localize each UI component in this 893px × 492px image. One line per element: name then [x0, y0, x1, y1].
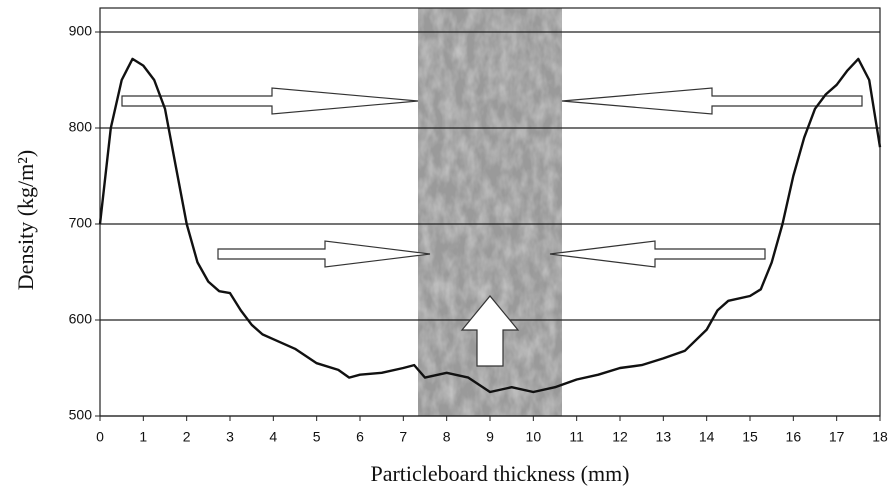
x-tick-label: 0 [96, 429, 104, 445]
y-tick-label: 800 [69, 119, 93, 135]
density-line [98, 57, 882, 394]
x-tick-label: 16 [786, 429, 802, 445]
x-axis-label: Particleboard thickness (mm) [370, 461, 629, 486]
arrows [121, 87, 863, 367]
y-tick-label: 900 [69, 23, 93, 39]
x-tick-label: 3 [226, 429, 234, 445]
texture-band [418, 8, 562, 416]
x-tick-label: 2 [183, 429, 191, 445]
x-tick-label: 13 [656, 429, 672, 445]
x-tick-label: 17 [829, 429, 845, 445]
y-tick-label: 500 [69, 407, 93, 423]
x-tick-label: 18 [872, 429, 888, 445]
y-tick-label: 700 [69, 215, 93, 231]
x-tick-label: 5 [313, 429, 321, 445]
x-tick-label: 4 [269, 429, 277, 445]
x-tick-label: 1 [139, 429, 147, 445]
x-tick-label: 14 [699, 429, 715, 445]
x-tick-label: 6 [356, 429, 364, 445]
x-tick-label: 10 [526, 429, 542, 445]
x-tick-label: 8 [443, 429, 451, 445]
x-tick-label: 11 [569, 429, 584, 445]
x-tick-label: 15 [742, 429, 758, 445]
x-tick-label: 9 [486, 429, 494, 445]
x-tick-label: 12 [612, 429, 628, 445]
y-axis-label: Density (kg/m²) [13, 150, 38, 290]
x-tick-label: 7 [399, 429, 407, 445]
y-tick-label: 600 [69, 311, 93, 327]
